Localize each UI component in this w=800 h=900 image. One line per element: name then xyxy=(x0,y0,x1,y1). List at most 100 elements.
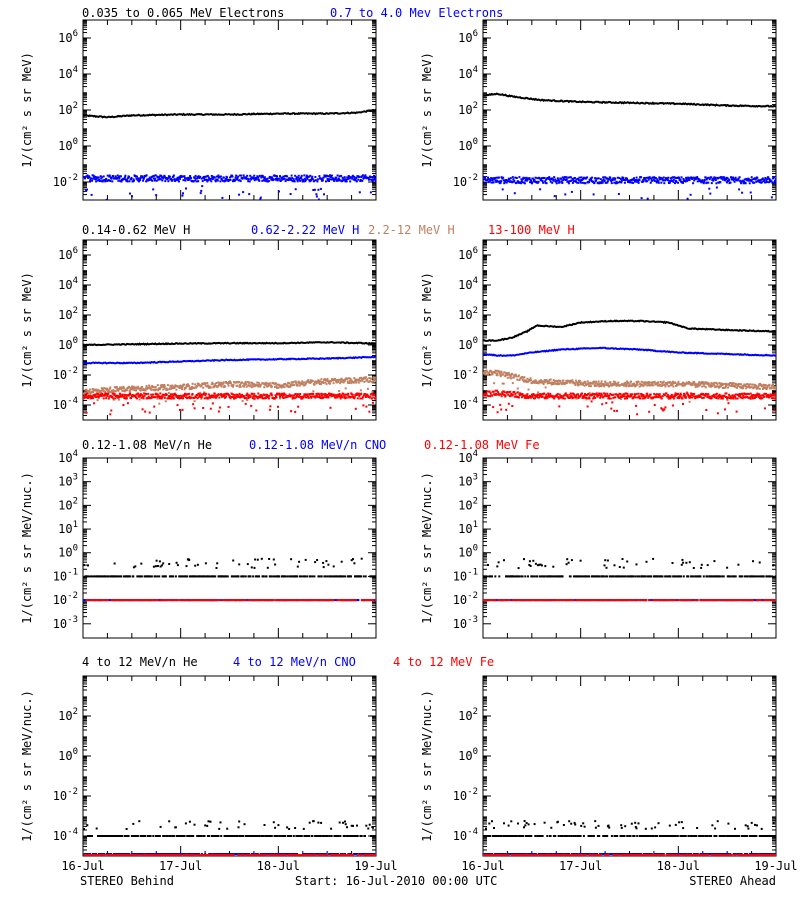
data-point xyxy=(653,380,656,383)
data-point xyxy=(766,178,769,181)
data-point xyxy=(623,181,626,184)
data-point xyxy=(172,397,175,400)
data-point xyxy=(655,180,658,183)
data-point xyxy=(123,176,126,179)
data-point xyxy=(197,180,200,183)
data-point xyxy=(370,176,373,179)
data-point xyxy=(316,381,319,384)
data-point xyxy=(274,563,277,566)
data-point xyxy=(161,395,164,398)
data-point xyxy=(186,385,189,388)
data-point xyxy=(270,178,273,181)
data-point xyxy=(331,378,334,380)
data-point xyxy=(363,394,366,397)
data-point xyxy=(565,176,568,179)
data-point xyxy=(196,394,199,397)
data-point xyxy=(648,395,651,398)
data-point xyxy=(742,394,745,397)
data-point xyxy=(737,178,740,181)
data-point xyxy=(202,386,205,389)
data-point xyxy=(171,384,174,387)
data-point xyxy=(216,562,219,565)
data-point xyxy=(145,174,148,177)
data-point xyxy=(261,174,264,177)
data-point xyxy=(363,380,366,383)
data-point xyxy=(737,177,740,180)
data-point xyxy=(101,180,104,183)
data-point xyxy=(281,392,283,395)
data-point xyxy=(483,178,486,181)
data-point xyxy=(321,178,324,181)
data-point xyxy=(625,383,628,386)
data-point xyxy=(483,370,486,373)
data-point xyxy=(188,392,191,395)
data-point xyxy=(221,179,224,182)
data-point xyxy=(277,178,280,181)
data-point xyxy=(262,176,265,179)
data-point xyxy=(638,385,641,388)
y-tick-label: 104 xyxy=(58,276,78,292)
data-point xyxy=(703,385,706,388)
data-point xyxy=(512,376,515,379)
data-point xyxy=(247,180,250,183)
data-point xyxy=(145,385,148,387)
data-point xyxy=(726,383,728,386)
data-point xyxy=(126,177,129,180)
data-point xyxy=(216,385,219,388)
data-point xyxy=(154,385,157,388)
data-point xyxy=(574,180,577,183)
data-point xyxy=(140,575,143,578)
data-point xyxy=(599,178,602,181)
data-point xyxy=(264,383,267,386)
data-point xyxy=(110,176,113,179)
data-point xyxy=(643,382,646,385)
data-point xyxy=(210,394,213,397)
data-point xyxy=(721,395,724,398)
data-point xyxy=(248,180,251,183)
data-point xyxy=(649,381,652,384)
data-point xyxy=(156,575,159,578)
data-point xyxy=(318,393,321,396)
data-point xyxy=(200,189,203,192)
data-point xyxy=(666,394,669,396)
data-point xyxy=(246,174,249,177)
data-point xyxy=(355,394,358,396)
data-point xyxy=(296,178,299,181)
data-point xyxy=(715,182,718,185)
data-point xyxy=(614,382,617,385)
data-point xyxy=(219,384,222,387)
data-point xyxy=(545,393,548,396)
data-point xyxy=(511,393,514,396)
data-point xyxy=(553,380,556,383)
data-point xyxy=(269,405,272,408)
data-point xyxy=(296,384,299,387)
data-point xyxy=(245,397,248,400)
data-point xyxy=(774,180,776,182)
data-point xyxy=(740,383,743,386)
data-point xyxy=(325,382,328,385)
data-point xyxy=(178,397,181,400)
data-point xyxy=(364,174,367,177)
data-point xyxy=(290,179,293,181)
data-point xyxy=(622,176,625,179)
data-point xyxy=(152,565,155,568)
data-point xyxy=(277,405,279,408)
data-point xyxy=(775,177,776,180)
data-point xyxy=(666,395,669,398)
data-point xyxy=(702,381,705,384)
data-point xyxy=(743,393,746,396)
data-point xyxy=(374,379,376,382)
data-point xyxy=(122,395,125,398)
data-point xyxy=(191,393,194,395)
data-point xyxy=(537,391,540,394)
data-point xyxy=(487,390,489,393)
data-point xyxy=(551,181,554,184)
y-tick-label: 102 xyxy=(458,306,478,322)
data-point xyxy=(678,397,680,400)
data-point xyxy=(234,179,236,182)
data-point xyxy=(751,178,754,181)
data-point xyxy=(642,384,645,387)
data-point xyxy=(238,381,241,384)
data-point xyxy=(90,193,93,196)
data-point xyxy=(326,177,329,180)
